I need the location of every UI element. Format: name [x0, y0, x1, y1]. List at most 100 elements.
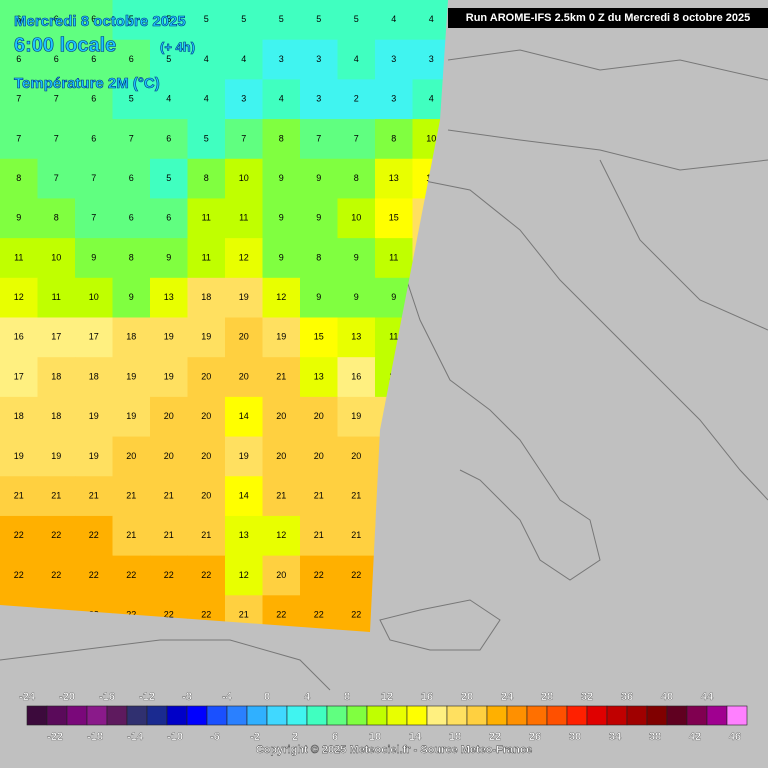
temperature-value: 20 [164, 451, 174, 461]
temperature-value: 4 [354, 54, 359, 64]
temperature-value: 5 [204, 14, 209, 24]
temperature-value: 8 [129, 252, 134, 262]
temperature-value: 20 [201, 490, 211, 500]
legend-swatch [106, 705, 128, 726]
temperature-value: 9 [166, 252, 171, 262]
temperature-cell [225, 515, 263, 557]
temperature-value: 7 [91, 173, 96, 183]
temperature-cell [187, 0, 226, 41]
temperature-value: 5 [279, 14, 284, 24]
temperature-value: 10 [426, 133, 436, 143]
temperature-value: 20 [314, 451, 324, 461]
legend-swatch [606, 705, 628, 726]
temperature-cell [112, 79, 151, 120]
temperature-value: 6 [91, 133, 96, 143]
legend-label: 32 [581, 691, 593, 703]
temperature-value: 3 [391, 54, 396, 64]
legend-swatch [706, 705, 728, 726]
temperature-cell [300, 436, 338, 477]
temperature-cell [337, 595, 376, 632]
temperature-value: 20 [314, 411, 324, 421]
temperature-value: 22 [314, 610, 324, 620]
legend-swatch [406, 705, 428, 726]
temperature-value: 22 [14, 530, 24, 540]
legend-swatch [46, 705, 68, 726]
temperature-cell [300, 476, 338, 517]
temperature-cell [187, 515, 226, 557]
temperature-cell [262, 317, 301, 358]
run-title: Run AROME-IFS 2.5km 0 Z du Mercredi 8 oc… [466, 12, 750, 24]
temperature-cell [150, 158, 188, 199]
temperature-cell [75, 0, 113, 41]
temperature-cell [187, 396, 226, 438]
temperature-cell [75, 277, 113, 318]
legend-swatch [66, 705, 88, 726]
temperature-cell [187, 555, 226, 596]
temperature-value: 10 [89, 292, 99, 302]
temperature-cell [0, 317, 38, 358]
temperature-cell [75, 158, 113, 199]
temperature-value: 9 [316, 173, 321, 183]
temperature-cell [300, 515, 338, 557]
temperature-cell [300, 119, 338, 160]
temperature-cell [0, 357, 38, 398]
temperature-cell [337, 277, 376, 318]
temperature-value: 3 [241, 94, 246, 104]
legend-label: 36 [621, 691, 633, 703]
temperature-cell [112, 317, 151, 358]
legend-swatch [206, 705, 228, 726]
temperature-value: 22 [314, 570, 324, 580]
temperature-value: 8 [204, 173, 209, 183]
parameter: Température 2M (°C) [14, 75, 160, 92]
temperature-cell [225, 436, 263, 477]
temperature-value: 22 [51, 570, 61, 580]
temperature-value: 19 [239, 292, 249, 302]
temperature-cell [187, 119, 226, 160]
temperature-cell [112, 515, 151, 557]
temperature-value: 21 [314, 530, 324, 540]
temperature-cell [337, 436, 376, 477]
temperature-cell [412, 39, 448, 80]
temperature-value: 17 [51, 332, 61, 342]
temperature-value: 13 [389, 173, 399, 183]
temperature-cell [37, 357, 76, 398]
temperature-cell [337, 317, 376, 358]
legend-swatch [246, 705, 268, 726]
temperature-value: 20 [201, 411, 211, 421]
temperature-cell [337, 357, 376, 398]
legend-label: 42 [689, 731, 701, 743]
temperature-cell [225, 476, 263, 517]
temperature-cell [337, 0, 376, 41]
legend-swatch [186, 705, 208, 726]
temperature-cell [0, 515, 38, 557]
temperature-value: 7 [354, 133, 359, 143]
legend-label: 20 [461, 691, 473, 703]
temperature-cell [337, 515, 376, 557]
temperature-value: 6 [16, 54, 21, 64]
temperature-cell [0, 39, 38, 80]
temperature-value: 19 [51, 451, 61, 461]
temperature-cell [150, 39, 188, 80]
temperature-value: 22 [201, 570, 211, 580]
temperature-value: 21 [126, 490, 136, 500]
temperature-cell [150, 515, 188, 557]
temperature-cell [112, 277, 151, 318]
temperature-value: 21 [164, 530, 174, 540]
temperature-cell [0, 277, 38, 318]
temperature-value: 19 [14, 451, 24, 461]
temperature-field: 6 6 6 5 5 5 5 5 5 5 4 4 6 6 6 6 5 4 4 3 3 4 3 3 7 7 6 5 4 4 3 4 3 2 3 4 7 7 6 7… [0, 0, 448, 632]
temperature-value: 9 [354, 252, 359, 262]
temperature-value: 21 [351, 490, 361, 500]
temperature-value: 5 [316, 14, 321, 24]
temperature-value: 13 [351, 332, 361, 342]
temperature-value: 9 [279, 213, 284, 223]
temperature-value: 3 [316, 54, 321, 64]
legend-label: 16 [421, 691, 433, 703]
temperature-value: 19 [351, 411, 361, 421]
legend-label: 28 [541, 691, 553, 703]
temperature-value: 19 [126, 411, 136, 421]
temperature-cell [225, 277, 263, 318]
temperature-cell [75, 317, 113, 358]
temperature-value: 4 [429, 94, 434, 104]
